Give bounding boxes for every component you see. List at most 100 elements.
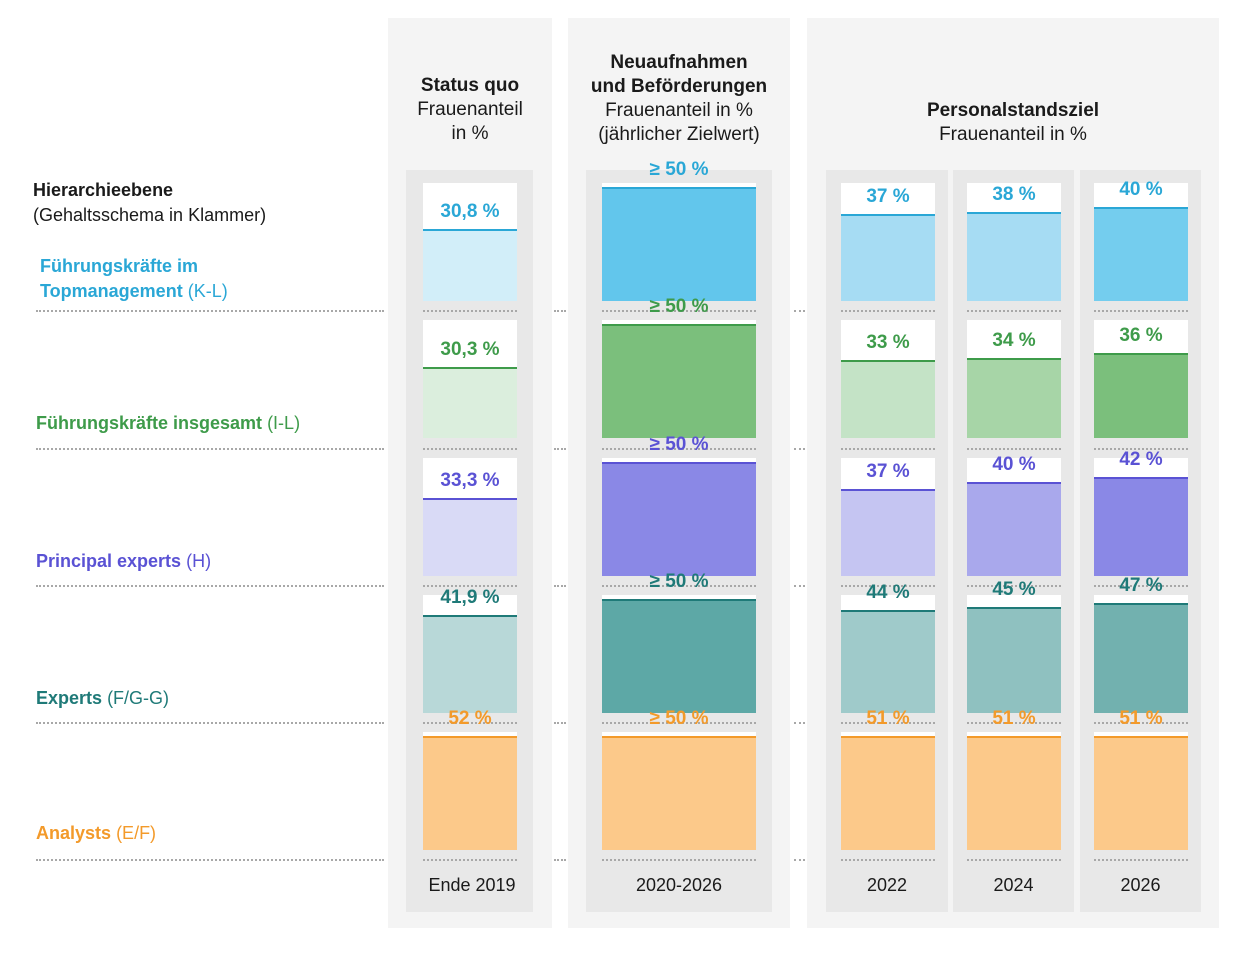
separator-row5-col-2019 [423,859,517,861]
header-new-hires-line1: Frauenanteil in % [605,100,753,121]
cell-r2-2020-2026: ≥ 50 % [602,297,756,438]
value-label-r2-2020-2026: ≥ 50 % [649,296,709,317]
category-label-2020-2026: 2020-2026 [635,875,723,895]
category-label-2022: 2022 [866,875,908,895]
separator-row5-seg1 [36,859,384,861]
value-label-r3-2024: 40 % [992,454,1036,475]
cell-r1-2019: 30,8 % [423,183,517,301]
hierarchy-subtitle: (Gehaltsschema in Klammer) [33,205,267,225]
cell-r2-2019: 30,3 % [423,320,517,438]
value-label-r4-2019: 41,9 % [440,586,500,608]
cell-r1-2022: 37 % [841,183,935,301]
cell-r4-2022: 44 % [841,582,935,713]
value-label-r1-2026: 40 % [1119,179,1163,200]
value-label-r5-2022: 51 % [866,708,910,729]
separator-row2-col-2026 [1094,448,1188,450]
value-label-r4-2026: 47 % [1119,574,1163,596]
value-label-r4-2022: 44 % [866,581,910,603]
separator-row1-col-2022 [841,310,935,312]
value-label-r2-2026: 36 % [1119,325,1163,347]
separator-row4-seg1 [36,722,384,724]
value-label-r3-2020-2026: ≥ 50 % [649,434,709,455]
separator-row1-col-2024 [967,310,1061,312]
value-label-r5-2026: 51 % [1119,708,1163,729]
cell-r5-2022: 51 % [841,709,935,850]
header-new-hires-line2: (jährlicher Zielwert) [598,124,760,145]
bar-r2-2026 [1094,353,1188,438]
value-label-r3-2019: 33,3 % [440,469,500,491]
separator-row4-col-2022 [841,722,935,724]
separator-row5-col-2022 [841,859,935,861]
header-new-hires-title-1: Neuaufnahmen [610,52,748,73]
value-label-r1-2019: 30,8 % [440,200,500,222]
row-label-principal-name: Principal experts [36,551,182,571]
bar-r1-2020-2026 [602,187,756,301]
cell-r5-2019: 52 % [423,709,517,850]
cell-r4-2026: 47 % [1094,575,1188,713]
value-label-r1-2022: 37 % [866,186,910,208]
separator-row4-col-2020-2026 [602,722,756,724]
separator-row5-col-2020-2026 [602,859,756,861]
row-label-experts-code: (F/G-G) [107,688,170,708]
cell-r3-2026: 42 % [1094,450,1188,576]
separator-row3-col-2019 [423,585,517,587]
category-label-2019: Ende 2019 [428,875,516,895]
bar-r5-2022 [841,736,935,850]
cell-r3-2020-2026: ≥ 50 % [602,435,756,576]
separator-row3-seg1 [36,585,384,587]
value-label-r2-2019: 30,3 % [440,338,500,360]
bar-r5-2024 [967,736,1061,850]
header-status-quo-line2: in % [451,123,489,144]
separator-row1-col-2020-2026 [602,310,756,312]
header-target-title: Personalstandsziel [926,100,1100,121]
row-label-topmanagement: Führungskräfte im Topmanagement (K-L) [40,254,228,304]
row-label-analysts-name: Analysts [36,823,112,843]
cell-r3-2022: 37 % [841,458,935,576]
bar-r4-2024 [967,607,1061,713]
bar-r2-2019 [423,366,517,438]
cell-r2-2024: 34 % [967,320,1061,438]
separator-row5-seg3 [794,859,805,861]
bar-r1-2019 [423,228,517,301]
value-label-r5-2019: 52 % [448,708,492,729]
bar-r1-2022 [841,214,935,301]
bar-r4-2020-2026 [602,599,756,713]
separator-row3-seg2 [554,585,566,587]
row-label-principal-code: (H) [186,551,212,571]
separator-row5-col-2026 [1094,859,1188,861]
separator-row1-seg3 [794,310,805,312]
row-label-experts: Experts (F/G-G) [36,686,169,711]
value-label-r1-2024: 38 % [992,183,1036,205]
separator-row3-col-2026 [1094,585,1188,587]
separator-row3-col-2024 [967,585,1061,587]
value-label-r5-2024: 51 % [992,708,1036,729]
bar-r3-2024 [967,482,1061,576]
value-label-r3-2022: 37 % [866,461,910,483]
separator-row2-seg3 [794,448,805,450]
cell-r2-2026: 36 % [1094,320,1188,438]
cell-r4-2024: 45 % [967,580,1061,713]
header-status-quo: Status quo Frauenanteil in % [388,74,552,146]
bar-r2-2020-2026 [602,324,756,438]
separator-row2-col-2024 [967,448,1061,450]
value-label-r3-2026: 42 % [1119,449,1163,471]
row-label-topmanagement-line1: Führungskräfte im [40,256,199,276]
value-label-r4-2020-2026: ≥ 50 % [649,571,709,592]
hierarchy-heading: Hierarchieebene (Gehaltsschema in Klamme… [33,178,266,228]
header-target-line1: Frauenanteil in % [939,124,1087,145]
cell-r2-2022: 33 % [841,320,935,438]
cell-r5-2024: 51 % [967,709,1061,850]
header-status-quo-title: Status quo [420,75,520,96]
separator-row1-seg1 [36,310,384,312]
row-label-experts-name: Experts [36,688,103,708]
separator-row2-seg1 [36,448,384,450]
separator-row1-seg2 [554,310,566,312]
value-label-r2-2024: 34 % [992,330,1036,352]
row-label-fuehrung-gesamt: Führungskräfte insgesamt (I-L) [36,411,300,436]
row-label-analysts: Analysts (E/F) [36,821,156,846]
bar-r2-2024 [967,358,1061,438]
separator-row5-seg2 [554,859,566,861]
bar-r1-2026 [1094,207,1188,301]
category-label-2026: 2026 [1120,875,1161,895]
separator-row4-col-2024 [967,722,1061,724]
